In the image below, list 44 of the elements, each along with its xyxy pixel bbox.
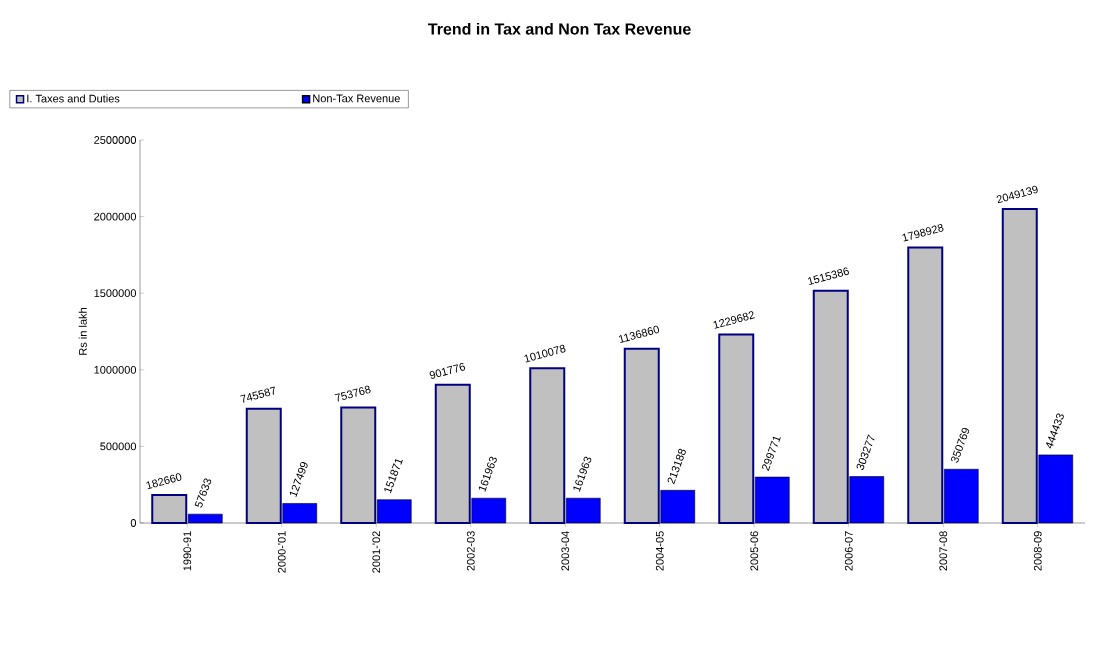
x-tick-label: 2004-05 <box>655 531 664 571</box>
x-tick-label: 2002-03 <box>466 531 475 571</box>
bar <box>245 407 282 524</box>
x-tick-label: 1990-91 <box>183 531 192 571</box>
data-label: 182660 <box>146 473 182 490</box>
data-label: 1136860 <box>618 325 660 344</box>
y-tick-label: 0 <box>130 519 137 527</box>
y-axis-title: Rs in lakh <box>78 308 87 355</box>
bar <box>907 246 944 524</box>
data-label: 1798928 <box>902 224 944 242</box>
x-tick-label: 2003-04 <box>561 531 570 571</box>
x-tick-label: 2000-'01 <box>277 531 286 573</box>
data-label: 1515386 <box>807 267 849 286</box>
x-tick-label: 2005-06 <box>750 531 759 571</box>
bar <box>434 383 471 524</box>
y-tick-label: 1500000 <box>94 289 137 298</box>
bar <box>1001 208 1038 524</box>
y-tick-label: 500000 <box>100 442 137 451</box>
data-label: 127499 <box>289 462 308 498</box>
data-label: 1229682 <box>713 311 755 329</box>
data-label: 444433 <box>1046 413 1064 449</box>
y-tick-label: 1000000 <box>94 365 137 374</box>
data-label: 753768 <box>334 385 371 402</box>
bar <box>151 494 188 524</box>
bar <box>623 347 660 524</box>
x-tick-label: 2007-08 <box>939 531 948 571</box>
data-label: 161963 <box>478 456 497 492</box>
legend-label: I. Taxes and Duties <box>27 94 120 103</box>
y-tick-label: 2000000 <box>94 212 137 221</box>
bar <box>718 333 755 524</box>
chart-title: Trend in Tax and Non Tax Revenue <box>428 22 691 35</box>
data-label: 2049139 <box>996 185 1038 204</box>
y-tick-label: 2500000 <box>94 136 137 144</box>
bar <box>340 406 377 524</box>
data-label: 745587 <box>240 386 275 403</box>
x-tick-label: 2001-'02 <box>372 531 381 573</box>
legend-label: Non-Tax Revenue <box>313 94 400 103</box>
data-label: 901776 <box>429 362 466 379</box>
x-tick-label: 2006-07 <box>844 531 853 571</box>
bar <box>529 367 566 524</box>
data-label: 57633 <box>194 478 212 508</box>
data-label: 350769 <box>951 427 970 463</box>
x-tick-label: 2008-09 <box>1033 531 1042 571</box>
bar <box>812 289 849 524</box>
